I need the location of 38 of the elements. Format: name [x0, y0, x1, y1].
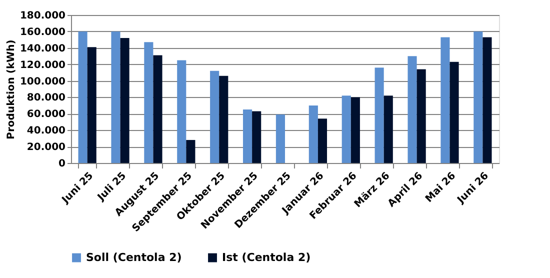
bar	[374, 68, 384, 163]
bar	[342, 96, 351, 163]
y-tick-label: 160.000	[20, 26, 66, 38]
y-tick-label: 180.000	[20, 10, 66, 22]
bar	[350, 97, 360, 163]
y-tick-label: 60.000	[26, 109, 66, 120]
bar	[308, 105, 318, 163]
bar	[219, 76, 228, 163]
y-tick-label: 120.000	[20, 60, 66, 71]
bar	[384, 96, 393, 163]
y-tick-label: 80.000	[26, 92, 66, 104]
y-tick-label: 100.000	[20, 76, 66, 88]
bar	[111, 31, 120, 163]
bar	[186, 140, 196, 163]
bar	[276, 114, 285, 163]
bar	[252, 111, 262, 163]
bar	[408, 56, 417, 163]
legend-label: Ist (Centola 2)	[222, 250, 311, 264]
bar	[416, 69, 426, 163]
bar	[318, 118, 328, 163]
bar	[242, 110, 252, 163]
bar	[153, 55, 162, 163]
bar	[440, 37, 450, 163]
y-tick-label: 20.000	[26, 142, 66, 154]
y-tick-label: 40.000	[26, 126, 66, 137]
bar	[144, 42, 154, 163]
bar	[450, 62, 459, 163]
bar	[120, 38, 130, 163]
bar	[87, 47, 96, 163]
bar	[482, 37, 492, 163]
bar	[474, 31, 483, 163]
bar	[210, 70, 220, 163]
y-axis-title: Produktion (kWh)	[6, 40, 17, 140]
bar	[78, 31, 88, 163]
y-tick-label: 140.000	[20, 43, 66, 54]
legend-label: Soll (Centola 2)	[86, 250, 182, 264]
y-tick-label: 0	[58, 158, 66, 170]
bar	[177, 60, 186, 163]
